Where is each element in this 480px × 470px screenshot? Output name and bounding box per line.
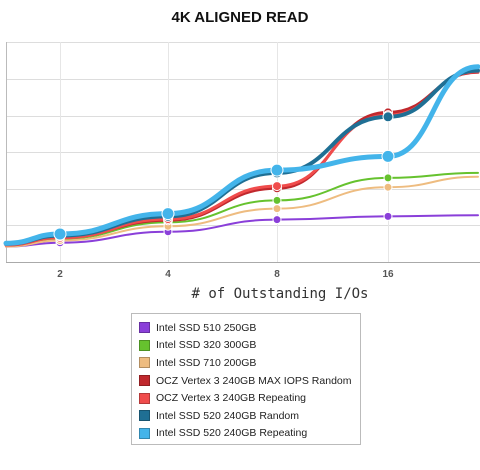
series-line — [4, 70, 480, 247]
legend-label: OCZ Vertex 3 240GB MAX IOPS Random — [156, 374, 352, 387]
legend-label: Intel SSD 320 300GB — [156, 339, 257, 352]
data-point — [381, 149, 395, 163]
data-point — [161, 207, 175, 221]
data-point — [383, 173, 393, 183]
x-tick-label: 8 — [274, 269, 280, 280]
legend-label: Intel SSD 520 240GB Repeating — [156, 427, 308, 440]
data-point — [272, 195, 282, 205]
legend-item: OCZ Vertex 3 240GB MAX IOPS Random — [139, 372, 360, 390]
legend-item: Intel SSD 520 240GB Random — [139, 407, 360, 425]
data-point — [53, 227, 67, 241]
legend-item: Intel SSD 510 250GB — [139, 319, 360, 337]
data-point — [272, 181, 282, 192]
data-point — [383, 211, 393, 221]
legend-label: Intel SSD 710 200GB — [156, 356, 257, 369]
chart-legend: Intel SSD 510 250GB Intel SSD 320 300GB In… — [131, 313, 361, 445]
data-point — [382, 111, 394, 123]
legend-swatch — [139, 357, 150, 369]
legend-label: OCZ Vertex 3 240GB Repeating — [156, 392, 306, 405]
legend-swatch — [139, 322, 150, 334]
x-tick-label: 2 — [57, 269, 63, 280]
x-tick-label: 4 — [165, 269, 171, 280]
legend-item: Intel SSD 320 300GB — [139, 337, 360, 355]
legend-item: Intel SSD 710 200GB — [139, 354, 360, 372]
legend-swatch — [139, 375, 150, 387]
data-point — [383, 182, 393, 192]
legend-label: Intel SSD 510 250GB — [156, 321, 257, 334]
data-point — [272, 215, 282, 225]
legend-item: OCZ Vertex 3 240GB Repeating — [139, 389, 360, 407]
legend-swatch — [139, 410, 150, 422]
series-line — [4, 68, 480, 246]
x-axis-label: # of Outstanding I/Os — [191, 286, 369, 302]
legend-item: Intel SSD 520 240GB Repeating — [139, 425, 360, 443]
chart-title: 4K ALIGNED READ — [171, 9, 309, 26]
legend-swatch — [139, 339, 150, 351]
series-line — [4, 70, 480, 247]
legend-label: Intel SSD 520 240GB Random — [156, 409, 300, 422]
data-point — [270, 163, 284, 177]
data-point — [272, 204, 282, 214]
legend-swatch — [139, 427, 150, 439]
legend-swatch — [139, 392, 150, 404]
x-tick-label: 16 — [382, 269, 394, 280]
